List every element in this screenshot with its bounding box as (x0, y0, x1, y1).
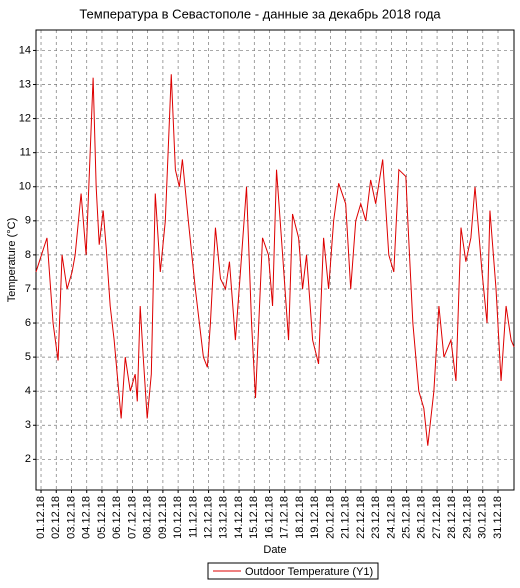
x-tick-label: 18.12.18 (294, 496, 306, 539)
x-tick-label: 14.12.18 (233, 496, 245, 539)
y-tick-label: 3 (25, 419, 31, 431)
legend-label: Outdoor Temperature (Y1) (245, 566, 373, 578)
y-tick-label: 11 (20, 147, 31, 159)
legend-box (207, 562, 379, 580)
x-tick-label: 31.12.18 (492, 496, 504, 539)
x-axis-label: Date (263, 544, 286, 556)
x-tick-label: 30.12.18 (477, 496, 489, 539)
chart-title: Температура в Севастополе - данные за де… (79, 6, 441, 21)
x-tick-label: 20.12.18 (324, 496, 336, 539)
x-tick-label: 06.12.18 (111, 496, 123, 539)
x-tick-label: 26.12.18 (416, 496, 428, 539)
y-tick-label: 14 (19, 44, 31, 56)
x-tick-label: 22.12.18 (355, 496, 367, 539)
y-tick-label: 10 (19, 181, 31, 193)
x-tick-label: 04.12.18 (81, 496, 93, 539)
x-tick-label: 16.12.18 (263, 496, 275, 539)
x-tick-label: 08.12.18 (142, 496, 154, 539)
plot-border (35, 29, 515, 491)
x-tick-label: 29.12.18 (461, 496, 473, 539)
y-tick-label: 2 (25, 453, 31, 465)
x-tick-label: 07.12.18 (126, 496, 138, 539)
y-tick-label: 5 (25, 351, 31, 363)
x-tick-label: 11.12.18 (187, 496, 199, 538)
x-tick-label: 05.12.18 (96, 496, 108, 539)
x-tick-label: 01.12.18 (35, 496, 47, 539)
x-tick-label: 17.12.18 (279, 496, 291, 539)
x-tick-label: 13.12.18 (218, 496, 230, 539)
x-tick-label: 28.12.18 (446, 496, 458, 539)
x-tick-label: 25.12.18 (401, 496, 413, 539)
y-tick-label: 6 (25, 317, 31, 329)
x-tick-label: 27.12.18 (431, 496, 443, 539)
y-tick-label: 12 (19, 112, 31, 124)
x-tick-label: 21.12.18 (340, 496, 352, 539)
x-tick-label: 24.12.18 (385, 496, 397, 539)
y-tick-label: 8 (25, 249, 31, 261)
x-tick-label: 03.12.18 (65, 496, 77, 539)
x-tick-label: 23.12.18 (370, 496, 382, 539)
y-axis-label: Temperature (°C) (6, 218, 18, 302)
x-tick-label: 15.12.18 (248, 496, 260, 539)
x-tick-label: 19.12.18 (309, 496, 321, 539)
y-tick-label: 4 (25, 385, 31, 397)
x-tick-label: 02.12.18 (50, 496, 62, 539)
y-tick-label: 9 (25, 215, 31, 227)
y-tick-label: 13 (19, 78, 31, 90)
y-tick-label: 7 (25, 283, 31, 295)
x-tick-label: 12.12.18 (202, 496, 214, 539)
x-tick-label: 09.12.18 (157, 496, 169, 539)
data-line (35, 74, 515, 446)
x-tick-label: 10.12.18 (172, 496, 184, 539)
